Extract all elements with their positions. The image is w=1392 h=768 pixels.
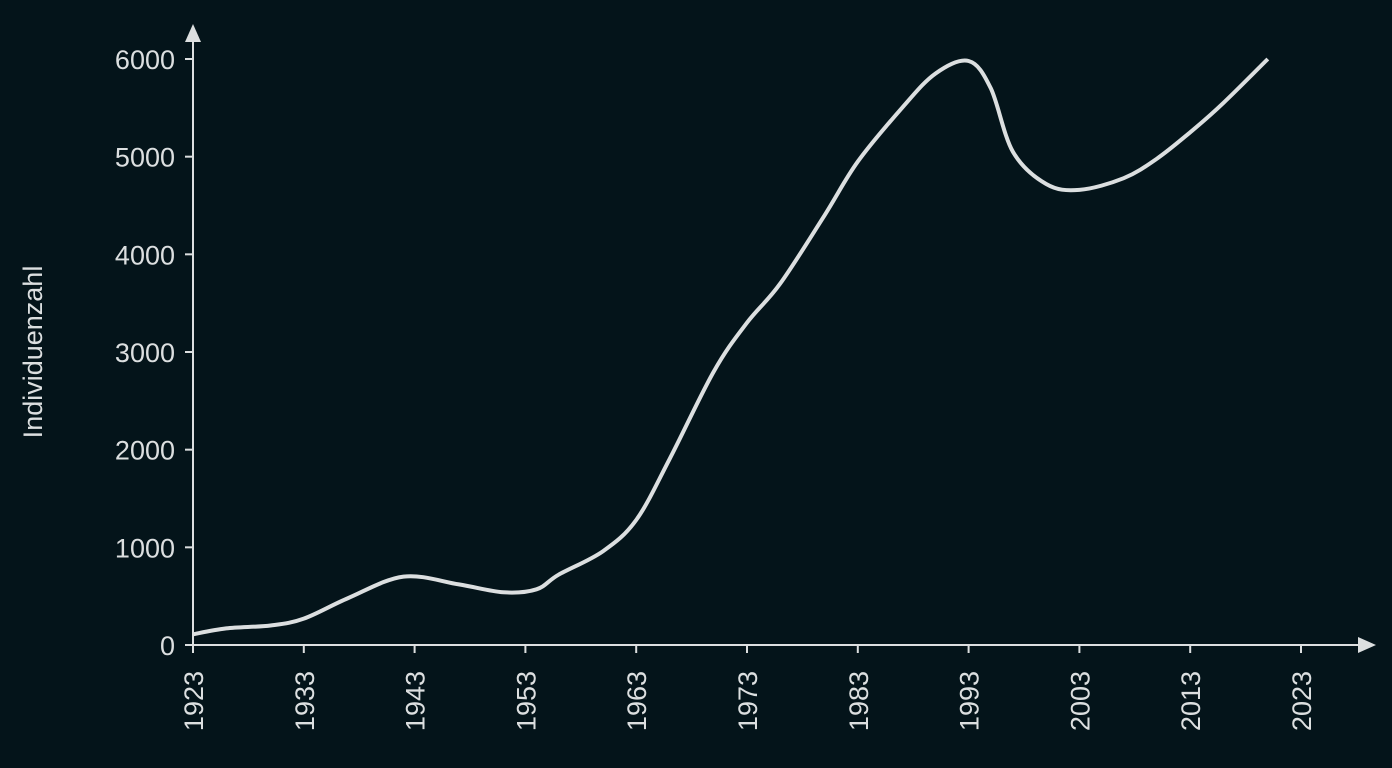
x-tick-label: 1963 [622, 671, 652, 731]
y-tick-label: 5000 [115, 143, 175, 173]
y-tick-label: 6000 [115, 45, 175, 75]
series-line-0 [192, 57, 1270, 637]
y-axis: 0 1000 2000 3000 4000 5000 6000 [115, 24, 201, 661]
y-tick-label: 2000 [115, 436, 175, 466]
x-tick-label: 1973 [733, 671, 763, 731]
x-tick-label: 1953 [511, 671, 541, 731]
x-axis: 1923 1933 1943 1953 1963 1973 1983 1993 2003 2013… [179, 637, 1376, 731]
x-tick-label: 1933 [290, 671, 320, 731]
x-tick-label: 2013 [1176, 671, 1206, 731]
x-tick-label: 1993 [955, 671, 985, 731]
x-tick-label: 2003 [1065, 671, 1095, 731]
y-axis-title: Individuenzahl [18, 266, 48, 439]
y-tick-label: 0 [160, 631, 175, 661]
series-layer [192, 57, 1270, 637]
x-tick-label: 1923 [179, 671, 209, 731]
x-tick-label: 2023 [1287, 671, 1317, 731]
x-axis-arrow-icon [1358, 637, 1376, 653]
x-tick-label: 1983 [844, 671, 874, 731]
x-tick-label: 1943 [401, 671, 431, 731]
y-tick-label: 4000 [115, 240, 175, 270]
y-tick-label: 1000 [115, 533, 175, 563]
y-axis-arrow-icon [185, 24, 201, 42]
y-tick-label: 3000 [115, 338, 175, 368]
